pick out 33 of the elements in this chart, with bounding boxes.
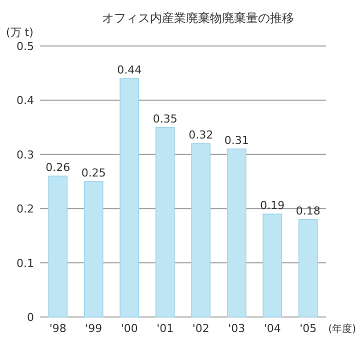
x-tick-label: '02 xyxy=(192,322,210,335)
data-label: 0.19 xyxy=(260,199,285,212)
data-label: 0.44 xyxy=(117,64,142,77)
data-label: 0.32 xyxy=(188,128,214,142)
y-axis-title: (万 t) xyxy=(6,26,34,39)
x-tick-label: '05 xyxy=(300,322,317,335)
bar xyxy=(191,143,211,318)
data-label: 0.18 xyxy=(296,204,320,218)
chart-title: オフィス内産業廃棄物廃棄量の推移 xyxy=(102,11,294,25)
data-label: 0.31 xyxy=(224,134,249,147)
x-tick-label: '00 xyxy=(120,322,138,335)
bar xyxy=(298,219,318,318)
bar xyxy=(48,176,68,318)
data-label: 0.25 xyxy=(81,166,106,180)
x-axis-title: (年度) xyxy=(328,323,356,335)
x-tick-label: '98 xyxy=(49,322,66,335)
y-tick-label: 0.1 xyxy=(16,256,34,270)
x-tick-label: '01 xyxy=(156,322,174,335)
y-tick-label: 0 xyxy=(27,311,34,324)
y-tick-label: 0.5 xyxy=(16,40,34,53)
x-tick-label: '03 xyxy=(228,322,246,335)
y-tick-label: 0.3 xyxy=(16,148,34,162)
bar xyxy=(262,214,282,318)
bar xyxy=(120,78,140,318)
y-tick-label: 0.2 xyxy=(16,202,34,216)
x-tick-label: '99 xyxy=(85,322,102,335)
data-label: 0.26 xyxy=(46,161,70,174)
bar xyxy=(155,126,175,318)
bar xyxy=(84,181,104,318)
bar xyxy=(226,148,246,318)
data-label: 0.35 xyxy=(152,112,178,126)
x-tick-label: '04 xyxy=(264,322,281,335)
y-tick-label: 0.4 xyxy=(16,94,34,108)
